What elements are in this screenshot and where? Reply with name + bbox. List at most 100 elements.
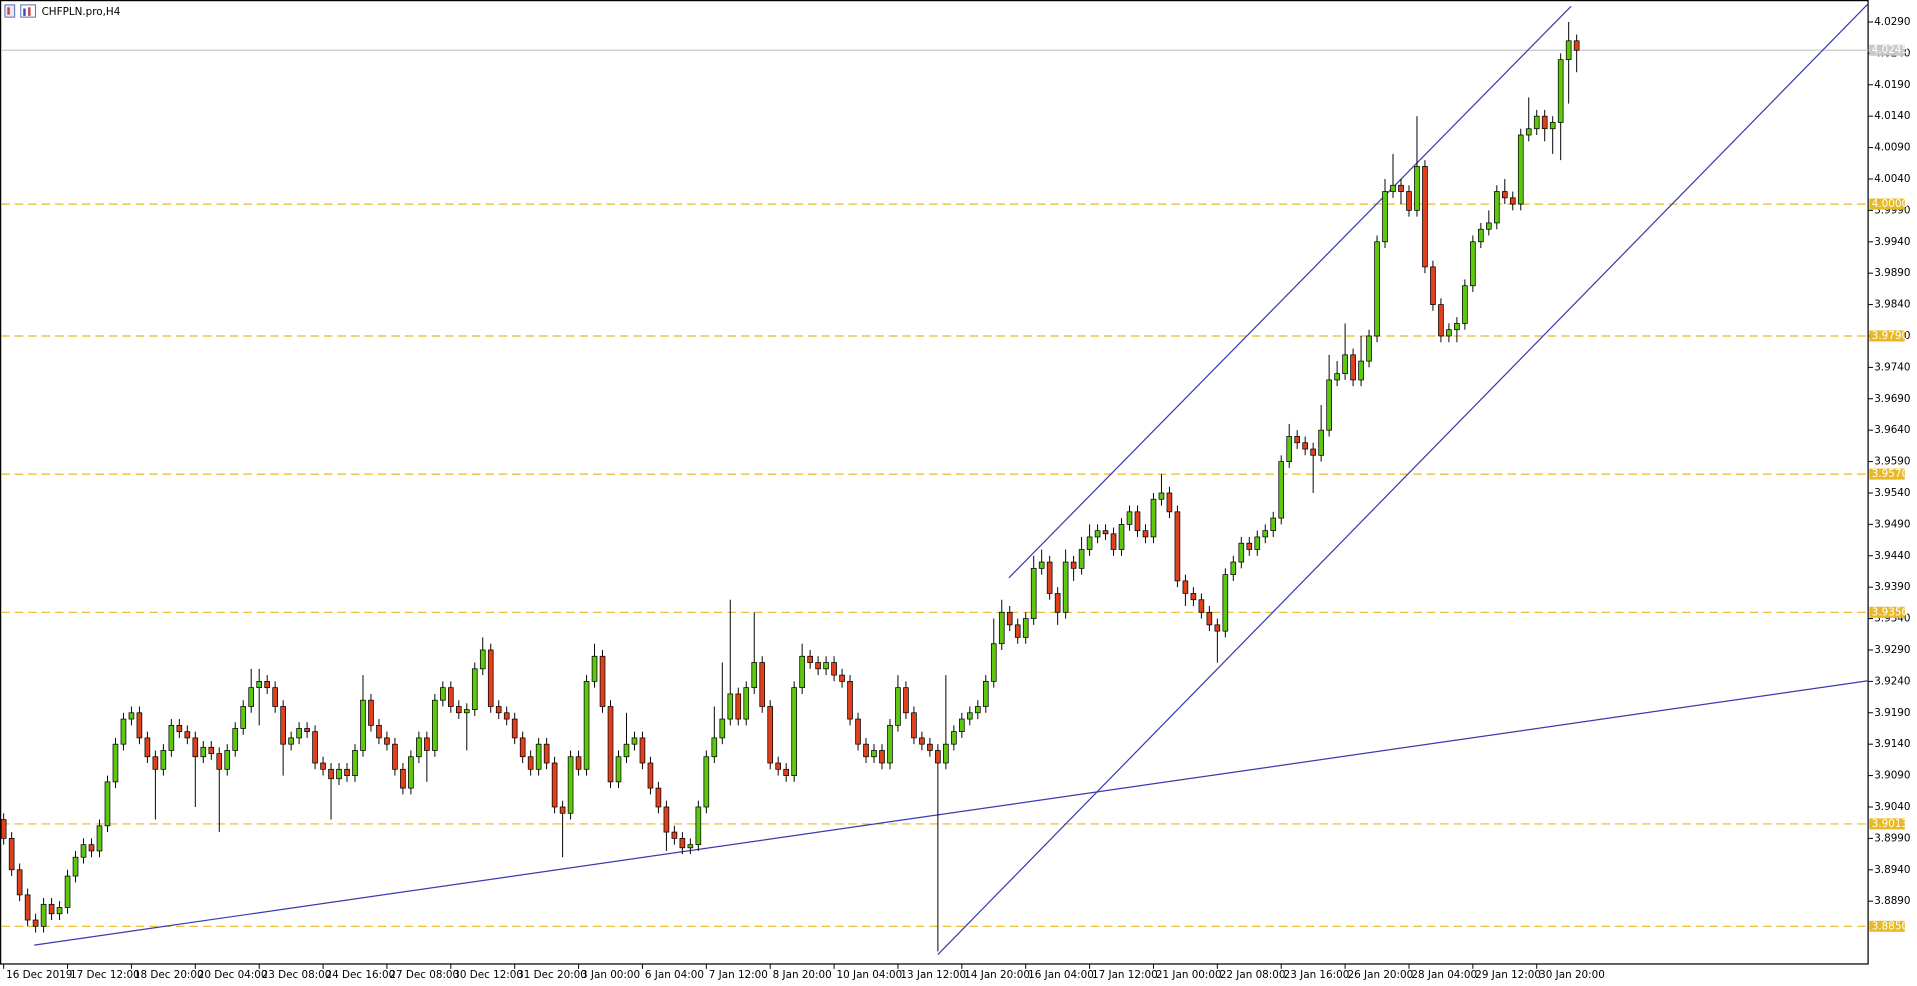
candle-down — [136, 712, 143, 739]
candle-up — [1062, 561, 1069, 613]
candle-down — [839, 674, 845, 682]
candle-down — [1182, 580, 1189, 594]
candle-up — [1326, 379, 1332, 431]
candle-down — [487, 649, 494, 707]
candle-up — [1038, 561, 1045, 569]
candle-up — [799, 655, 805, 689]
candle-up — [1557, 59, 1564, 123]
candle-down — [304, 728, 310, 732]
candle-down — [1430, 266, 1436, 305]
candle-up — [288, 737, 294, 745]
candle-up — [887, 724, 893, 764]
candle-up — [951, 731, 957, 745]
level-tag — [1869, 468, 1905, 480]
candle-down — [1246, 542, 1253, 550]
candle-up — [1278, 461, 1285, 519]
candle-down — [48, 903, 55, 915]
candle-up — [40, 903, 47, 927]
candle-down — [208, 746, 215, 754]
candle-up — [1030, 567, 1037, 619]
candle-down — [495, 706, 502, 714]
level-tag — [1869, 606, 1905, 618]
candle-down — [543, 743, 550, 764]
candle-down — [1190, 593, 1197, 601]
candle-up — [535, 743, 542, 770]
candle-down — [392, 743, 398, 770]
y-tick-label: 3.9440 — [1874, 550, 1910, 562]
candle-down — [1174, 511, 1181, 582]
x-tick-label: 13 Jan 12:00 — [900, 969, 966, 981]
candle-down — [735, 693, 742, 720]
x-tick-label: 16 Jan 04:00 — [1028, 969, 1094, 981]
candle-up — [719, 718, 726, 739]
candle-down — [879, 750, 885, 764]
level-tag — [1869, 920, 1905, 932]
candle-down — [1006, 611, 1013, 626]
candle-up — [432, 699, 438, 751]
candle-up — [711, 737, 718, 758]
candle-down — [759, 662, 766, 707]
candle-down — [368, 699, 374, 726]
candle-up — [1549, 122, 1556, 130]
candle-down — [1206, 611, 1213, 626]
candle-up — [1517, 134, 1524, 205]
x-tick-label: 30 Jan 20:00 — [1539, 969, 1605, 981]
x-tick-label: 10 Jan 04:00 — [837, 969, 903, 981]
candle-up — [360, 699, 366, 751]
candle-up — [1533, 115, 1540, 130]
candle-up — [974, 706, 981, 714]
candle-down — [24, 894, 31, 921]
candle-down — [216, 753, 223, 770]
candle-down — [400, 768, 406, 789]
candle-up — [743, 687, 750, 720]
chart-title: CHFPLN.pro,H4 — [42, 6, 121, 18]
x-tick-label: 28 Jan 04:00 — [1411, 969, 1477, 981]
candle-up — [471, 668, 478, 711]
candle-down — [503, 712, 510, 720]
x-tick-label: 6 Jan 04:00 — [645, 969, 704, 981]
candle-down — [1110, 533, 1117, 550]
x-tick-label: 17 Jan 12:00 — [1092, 969, 1158, 981]
candle-down — [424, 737, 430, 751]
candle-down — [519, 737, 526, 758]
chart-icon[interactable] — [20, 4, 36, 18]
x-tick-label: 31 Dec 20:00 — [517, 969, 587, 981]
candle-up — [631, 737, 638, 745]
candle-down — [775, 762, 781, 770]
level-tag-label: 3.8850 — [1872, 920, 1908, 932]
candle-down — [344, 768, 350, 776]
menu-icon[interactable] — [4, 4, 16, 18]
y-tick-label: 3.8990 — [1874, 832, 1910, 844]
candle-up — [1366, 335, 1372, 362]
candle-up — [687, 844, 694, 849]
candle-up — [80, 844, 87, 858]
candle-down — [1198, 599, 1205, 613]
candle-down — [1573, 40, 1580, 51]
candle-up — [943, 743, 949, 764]
candle-up — [823, 662, 829, 670]
trendline — [1008, 5, 1572, 579]
candle-up — [703, 756, 710, 808]
candle-up — [1270, 517, 1277, 532]
candle-down — [1509, 197, 1516, 205]
candle-down — [0, 819, 7, 839]
candle-up — [1230, 561, 1237, 575]
candle-down — [607, 706, 614, 783]
candle-down — [1406, 191, 1412, 211]
candle-down — [1294, 436, 1301, 444]
y-tick-label: 3.9190 — [1874, 707, 1910, 719]
candle-down — [455, 706, 462, 714]
candle-down — [320, 762, 326, 770]
level-tag-label: 3.9570 — [1872, 468, 1908, 480]
last-price-tag — [1869, 44, 1905, 56]
candle-down — [671, 831, 678, 839]
candle-up — [1118, 524, 1125, 550]
candle-down — [655, 787, 662, 808]
candle-down — [575, 756, 582, 770]
candle-up — [224, 750, 231, 770]
candle-down — [176, 724, 183, 732]
y-tick-label: 4.0190 — [1874, 79, 1910, 91]
candle-up — [416, 737, 422, 758]
